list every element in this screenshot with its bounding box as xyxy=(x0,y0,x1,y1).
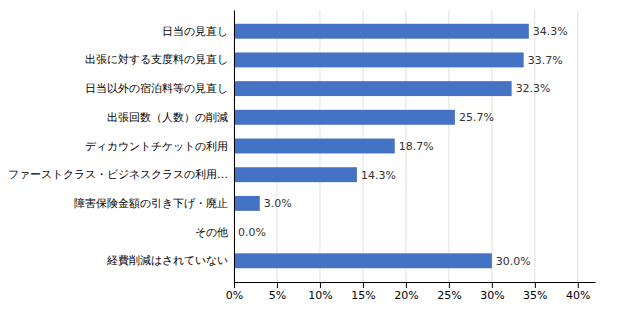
y-axis-line xyxy=(234,11,235,283)
x-tick-mark xyxy=(578,282,579,288)
x-tick-mark xyxy=(449,282,450,288)
x-tick-label: 25% xyxy=(437,289,461,302)
x-tick-mark xyxy=(535,282,536,288)
x-tick-mark xyxy=(492,282,493,288)
data-label: 30.0% xyxy=(496,255,531,268)
x-axis: 0% 5% 10% 15% 20% 25% 30% 35% 40% xyxy=(226,282,596,302)
bar xyxy=(234,253,492,268)
x-tick-label: 10% xyxy=(308,289,332,302)
data-label: 25.7% xyxy=(459,111,494,124)
plot: 0% 5% 10% 15% 20% 25% 30% 35% 40% 日当の見直し出張に対する支度料… xyxy=(8,10,596,302)
bar xyxy=(234,110,455,125)
y-axis: 日当の見直し出張に対する支度料の見直し日当以外の宿泊料等の見直し出張回数（人数）… xyxy=(8,11,235,283)
x-tick-mark xyxy=(277,282,278,288)
bars xyxy=(234,24,529,268)
y-tick: 障害保険金額の引き下げ・廃止 xyxy=(74,197,228,210)
x-tick-mark xyxy=(363,282,364,288)
data-label: 18.7% xyxy=(399,140,434,153)
y-tick: 日当の見直し xyxy=(162,25,228,38)
x-tick: 25% xyxy=(437,282,461,302)
y-tick: 出張回数（人数）の削減 xyxy=(107,111,228,124)
bar xyxy=(234,24,529,39)
x-tick: 40% xyxy=(566,282,590,302)
x-tick-label: 20% xyxy=(394,289,418,302)
bar xyxy=(234,52,524,67)
grid-line xyxy=(448,10,449,282)
y-tick: ディカウントチケットの利用 xyxy=(85,140,228,153)
y-tick-label: 出張に対する支度料の見直し xyxy=(85,53,228,66)
data-label: 34.3% xyxy=(533,25,568,38)
y-tick-label: 日当以外の宿泊料等の見直し xyxy=(85,82,228,95)
y-tick: 経費削減はされていない xyxy=(106,254,228,267)
data-label: 0.0% xyxy=(238,226,266,239)
y-tick: ファーストクラス・ビジネスクラスの利用… xyxy=(8,168,228,181)
x-tick: 0% xyxy=(226,282,243,302)
y-tick-label: 障害保険金額の引き下げ・廃止 xyxy=(74,197,228,210)
y-tick-label: その他 xyxy=(195,226,228,239)
x-tick-mark xyxy=(320,282,321,288)
data-label: 3.0% xyxy=(264,197,292,210)
y-tick: 出張に対する支度料の見直し xyxy=(85,53,228,66)
x-tick: 15% xyxy=(351,282,375,302)
y-tick-label: 日当の見直し xyxy=(162,25,228,38)
grid-line xyxy=(234,10,235,282)
data-labels: 34.3% 33.7% 32.3% 25.7% 18.7% 14.3% 3.0% 0.0% 30… xyxy=(238,25,568,268)
bar xyxy=(234,81,512,96)
y-tick-label: 出張回数（人数）の削減 xyxy=(107,111,228,124)
x-tick-mark xyxy=(406,282,407,288)
bar xyxy=(234,196,260,211)
data-label: 33.7% xyxy=(528,54,563,67)
data-label: 14.3% xyxy=(361,169,396,182)
x-tick: 30% xyxy=(480,282,504,302)
y-tick: その他 xyxy=(195,226,228,239)
grid xyxy=(234,10,578,282)
bar xyxy=(234,139,395,154)
grid-line xyxy=(491,10,492,282)
y-tick-label: ディカウントチケットの利用 xyxy=(85,140,228,153)
x-tick-label: 15% xyxy=(351,289,375,302)
chart-root: 0% 5% 10% 15% 20% 25% 30% 35% 40% 日当の見直し出張に対する支度料… xyxy=(0,0,640,310)
x-tick: 35% xyxy=(523,282,547,302)
x-tick-label: 35% xyxy=(523,289,547,302)
x-tick-label: 0% xyxy=(226,289,243,302)
chart-svg: 0% 5% 10% 15% 20% 25% 30% 35% 40% 日当の見直し出張に対する支度料… xyxy=(0,0,640,310)
grid-line xyxy=(577,10,578,282)
x-tick: 20% xyxy=(394,282,418,302)
x-axis-line xyxy=(235,282,596,283)
x-tick-label: 5% xyxy=(269,289,286,302)
y-tick-label: 経費削減はされていない xyxy=(106,254,228,267)
x-tick-label: 40% xyxy=(566,289,590,302)
x-tick: 5% xyxy=(269,282,286,302)
y-tick-label: ファーストクラス・ビジネスクラスの利用… xyxy=(8,168,228,181)
x-tick-label: 30% xyxy=(480,289,504,302)
grid-line xyxy=(534,10,535,282)
bar xyxy=(234,167,357,182)
x-tick-mark xyxy=(234,282,235,288)
x-tick: 10% xyxy=(308,282,332,302)
data-label: 32.3% xyxy=(516,82,551,95)
y-tick: 日当以外の宿泊料等の見直し xyxy=(85,82,228,95)
